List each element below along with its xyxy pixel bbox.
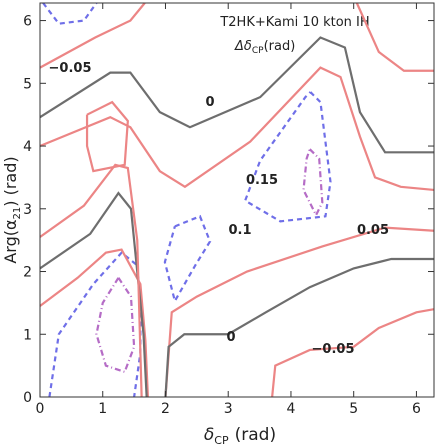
x-tick-label: 6 [412, 401, 421, 417]
contour-line [163, 214, 212, 304]
subtitle-sub: CP [252, 46, 264, 56]
contour-line [95, 277, 136, 374]
contour-line [39, 36, 434, 154]
contour-label: 0.15 [246, 173, 278, 188]
y-axis-label: Arg(α21) (rad) [1, 156, 23, 263]
y-tick-label: 5 [23, 76, 32, 92]
subtitle-unit: (rad) [264, 39, 296, 54]
contour-line [243, 91, 332, 223]
contour-line [39, 66, 435, 192]
x-tick-label: 3 [224, 401, 233, 417]
contour-line [302, 148, 324, 218]
x-tick-label: 5 [349, 401, 358, 417]
x-label-symbol: δ [204, 425, 214, 445]
contour-label: −0.05 [49, 61, 92, 76]
y-label-sub: 21 [12, 207, 23, 220]
x-axis-label: δCP (rad) [204, 425, 276, 447]
x-tick-label: 2 [161, 401, 170, 417]
x-label-sub: CP [214, 434, 229, 447]
contour-line [39, 163, 143, 398]
y-tick-label: 4 [23, 139, 32, 155]
subtitle-symbol: Δδ [234, 39, 252, 54]
contour-line [164, 257, 434, 398]
contour-line [39, 2, 146, 69]
contour-label: 0.1 [228, 223, 251, 238]
y-tick-label: 1 [23, 327, 32, 343]
y-tick-label: 3 [23, 202, 32, 218]
x-label-unit: (rad) [235, 425, 276, 445]
x-tick-label: 1 [98, 401, 107, 417]
x-tick-label: 4 [286, 401, 295, 417]
y-tick-label: 0 [23, 390, 32, 406]
contour-line [85, 100, 129, 173]
chart-title: T2HK+Kami 10 kton IH [219, 15, 369, 30]
contour-label: 0 [205, 95, 214, 110]
contour-line [164, 226, 435, 398]
plot-frame [39, 2, 435, 398]
y-tick-label: 2 [23, 265, 32, 281]
chart-subtitle: ΔδCP(rad) [234, 39, 295, 56]
contour-line [271, 308, 435, 398]
y-label-unit: ) (rad) [1, 156, 20, 206]
contour-label: −0.05 [312, 342, 355, 357]
contour-label: 0 [226, 330, 235, 345]
contour-line [355, 2, 434, 72]
y-tick-label: 6 [23, 14, 32, 30]
contour-line [39, 191, 148, 398]
contour-line [48, 251, 142, 398]
y-label-text: Arg(α [1, 219, 20, 263]
x-tick-label: 0 [36, 401, 45, 417]
contour-label: 0.05 [357, 223, 389, 238]
contour-line [42, 2, 98, 25]
contour-line [39, 248, 150, 398]
